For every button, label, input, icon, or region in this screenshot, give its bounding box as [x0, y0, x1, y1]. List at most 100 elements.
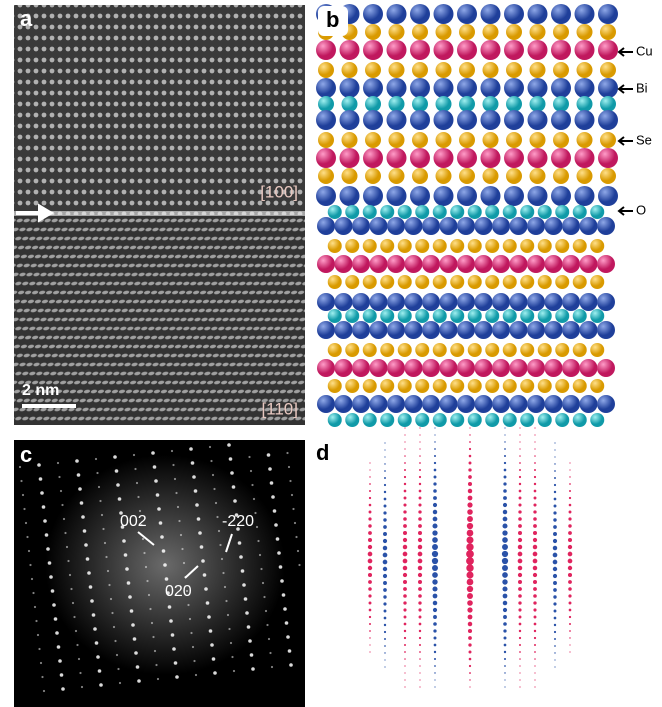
diffraction-dot [403, 524, 407, 528]
diffraction-dot [504, 637, 507, 640]
atom [422, 255, 440, 273]
atom [545, 255, 563, 273]
diffraction-dot [403, 559, 408, 564]
atom [328, 205, 342, 219]
atom [598, 4, 618, 24]
diffraction-dot [469, 665, 471, 667]
diffraction-dot [433, 608, 437, 612]
atom [481, 4, 501, 24]
diffraction-spot [154, 479, 158, 483]
diffraction-spot [137, 679, 141, 683]
atom [410, 148, 430, 168]
atom-label: Bi [636, 80, 648, 95]
diffraction-dot [553, 588, 557, 592]
diffraction-spot [219, 544, 221, 546]
atom [440, 321, 458, 339]
diffraction-dot [418, 517, 422, 521]
atom [475, 293, 493, 311]
diffraction-spot [43, 519, 47, 523]
atom [380, 205, 394, 219]
atom [457, 148, 477, 168]
diffraction-dot [502, 565, 508, 571]
atom [506, 24, 522, 40]
diffraction-dot [418, 580, 422, 584]
diffraction-dot [434, 469, 437, 472]
atom [457, 255, 475, 273]
atom [528, 148, 548, 168]
diffraction-dot [569, 651, 570, 652]
atom [363, 78, 383, 98]
atom [520, 309, 534, 323]
diffraction-dot [368, 573, 372, 577]
diffraction-dot [534, 665, 535, 666]
diffraction-dot [569, 602, 572, 605]
diffraction-spot [289, 663, 293, 667]
atom [387, 186, 407, 206]
diffraction-spot [81, 686, 83, 688]
diffraction-spot [98, 486, 100, 488]
atom [434, 148, 454, 168]
diffraction-dot [502, 544, 508, 550]
diffraction-dot [519, 651, 521, 653]
atom [328, 343, 342, 357]
diffraction-spot [22, 494, 24, 496]
diffraction-dot [419, 672, 420, 673]
atom [410, 40, 430, 60]
diffraction-dot [534, 483, 536, 485]
diffraction-spot [107, 570, 109, 572]
diffraction-spot [206, 601, 210, 605]
diffraction-dot [469, 434, 470, 435]
diffraction-dot [553, 602, 556, 605]
diffraction-spot [75, 459, 79, 463]
diffraction-spot [271, 666, 273, 668]
diffraction-dot [418, 559, 423, 564]
diffraction-spot [239, 555, 243, 559]
atom [387, 110, 407, 130]
diffraction-dot [432, 586, 437, 591]
diffraction-dot [553, 546, 557, 550]
atom [317, 359, 335, 377]
atom [380, 343, 394, 357]
panel-d [368, 427, 573, 687]
diffraction-dot [504, 448, 506, 450]
diffraction-dot [569, 483, 571, 485]
diffraction-dot [503, 503, 507, 507]
diffraction-spot [78, 658, 80, 660]
diffraction-dot [404, 616, 407, 619]
diffraction-dot [503, 615, 507, 619]
diffraction-spot [291, 494, 293, 496]
diffraction-dot [467, 516, 473, 522]
diffraction-spot [136, 665, 140, 669]
diffraction-spot [23, 508, 25, 510]
diffraction-dot [503, 622, 507, 626]
atom [504, 4, 524, 24]
diffraction-dot [419, 483, 421, 485]
diffraction-spot [136, 482, 138, 484]
diffraction-dot [467, 509, 473, 515]
diffraction-dot [404, 483, 406, 485]
atom [573, 205, 587, 219]
diffraction-spot [273, 509, 277, 513]
diffraction-dot [533, 517, 537, 521]
diffraction-dot [519, 469, 521, 471]
diffraction-dot [519, 623, 522, 626]
diffraction-dot [569, 462, 570, 463]
diffraction-spot [260, 568, 262, 570]
atom [328, 239, 342, 253]
atom [328, 309, 342, 323]
diffraction-spot [276, 537, 280, 541]
diffraction-dot [534, 490, 537, 493]
diffraction-spot [146, 580, 148, 582]
diffraction-spot [148, 594, 150, 596]
diffraction-spot [133, 454, 135, 456]
diffraction-dot [504, 476, 507, 479]
diffraction-dot [554, 449, 555, 450]
diffraction-dot [383, 588, 387, 592]
diffraction-spot [283, 607, 287, 611]
diffraction-spot [73, 616, 75, 618]
diffraction-dot [568, 559, 573, 564]
diffraction-dot [432, 565, 438, 571]
diffraction-spot [241, 569, 245, 573]
diffraction-dot [502, 572, 508, 578]
diffraction-dot [518, 587, 522, 591]
